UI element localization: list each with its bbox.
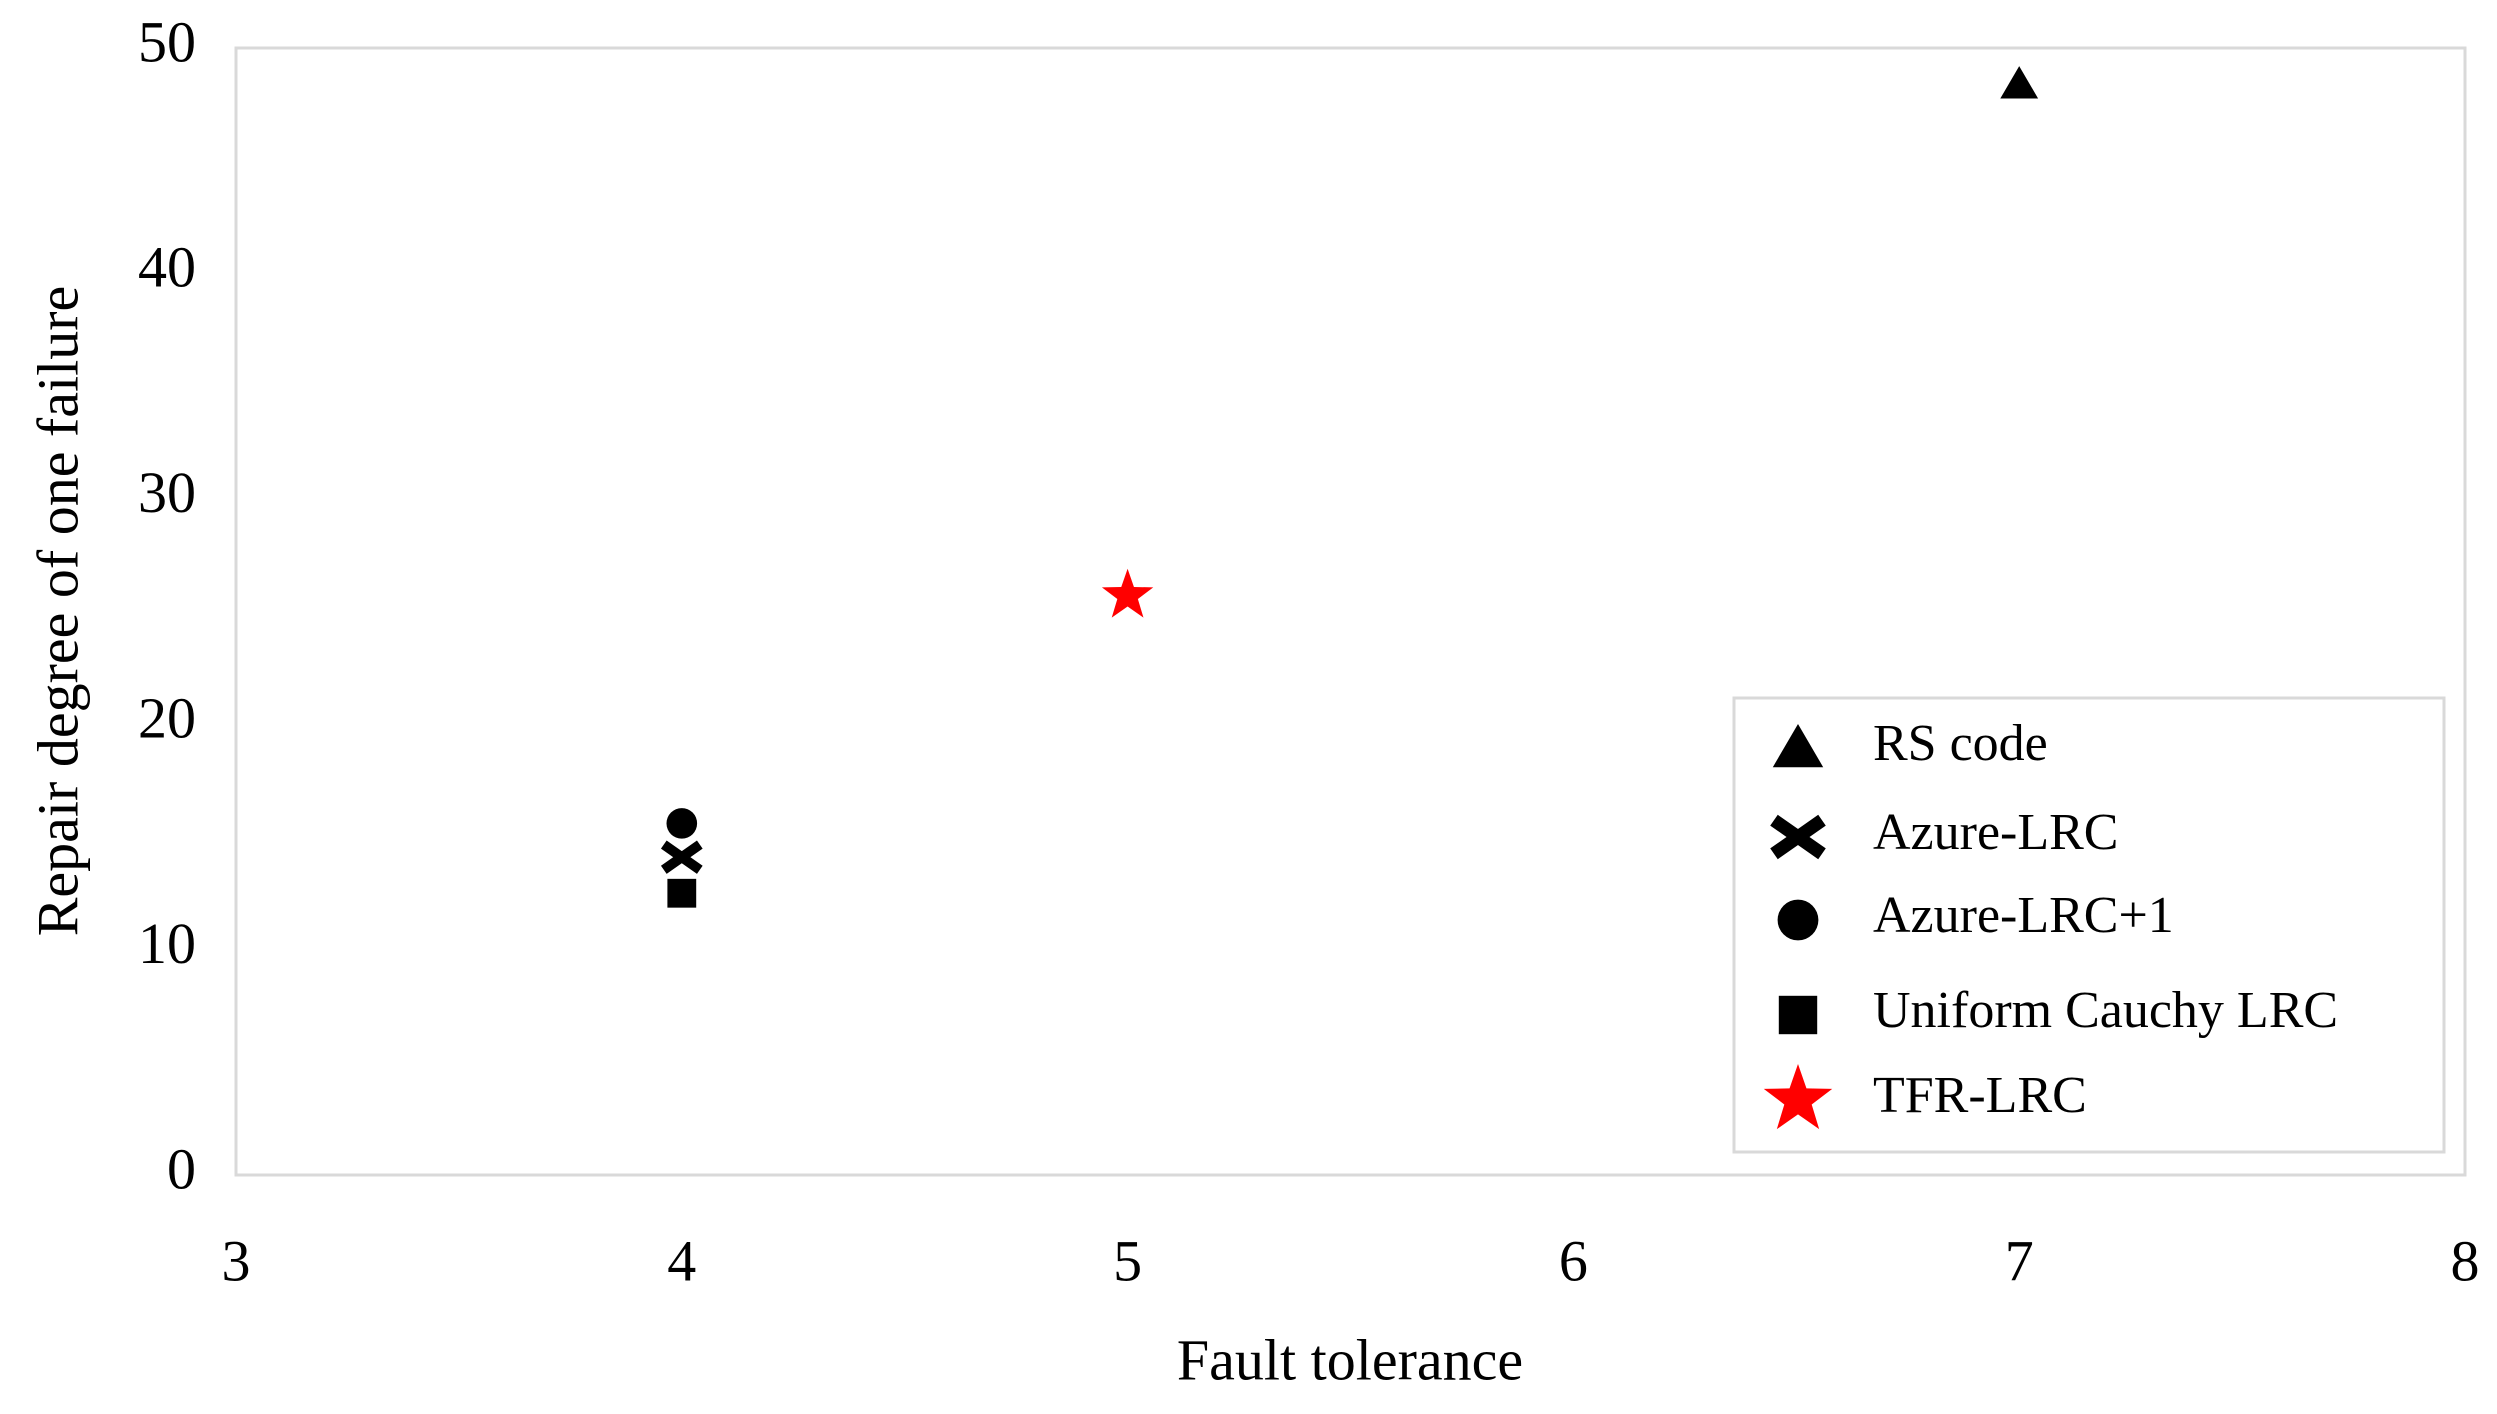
legend-box [1732, 696, 2446, 1154]
x-axis-title: Fault tolerance [1177, 1327, 1523, 1392]
data-point [667, 878, 697, 908]
x-tick-label: 6 [1559, 1228, 1588, 1293]
y-tick-label: 50 [138, 9, 196, 74]
data-point [660, 840, 703, 874]
x-tick-label: 5 [1113, 1228, 1142, 1293]
plot-area [234, 46, 2467, 1177]
legend-label: TFR-LRC [1873, 1067, 2087, 1124]
y-tick-label: 20 [138, 686, 196, 751]
data-point [1101, 568, 1154, 618]
y-tick-label: 30 [138, 460, 196, 525]
legend-marker [1777, 899, 1819, 941]
legend-marker [1763, 1064, 1833, 1130]
legend-label: Azure-LRC+1 [1873, 887, 2174, 944]
y-tick-label: 10 [138, 911, 196, 976]
legend-label: RS code [1873, 715, 2048, 772]
legend-marker [1772, 724, 1824, 768]
y-tick-label: 40 [138, 235, 196, 300]
x-tick-label: 4 [667, 1228, 696, 1293]
legend-label: Azure-LRC [1873, 804, 2118, 861]
data-point [666, 808, 698, 839]
legend-marker [1770, 814, 1826, 860]
x-tick-label: 7 [2005, 1228, 2034, 1293]
x-tick-label: 8 [2451, 1228, 2480, 1293]
data-point [2000, 66, 2039, 99]
x-tick-label: 3 [222, 1228, 251, 1293]
legend-marker [1778, 995, 1818, 1035]
legend-label: Uniform Cauchy LRC [1873, 982, 2338, 1039]
y-axis-title: Repair degree of one failure [25, 286, 90, 937]
y-tick-label: 0 [167, 1136, 196, 1201]
